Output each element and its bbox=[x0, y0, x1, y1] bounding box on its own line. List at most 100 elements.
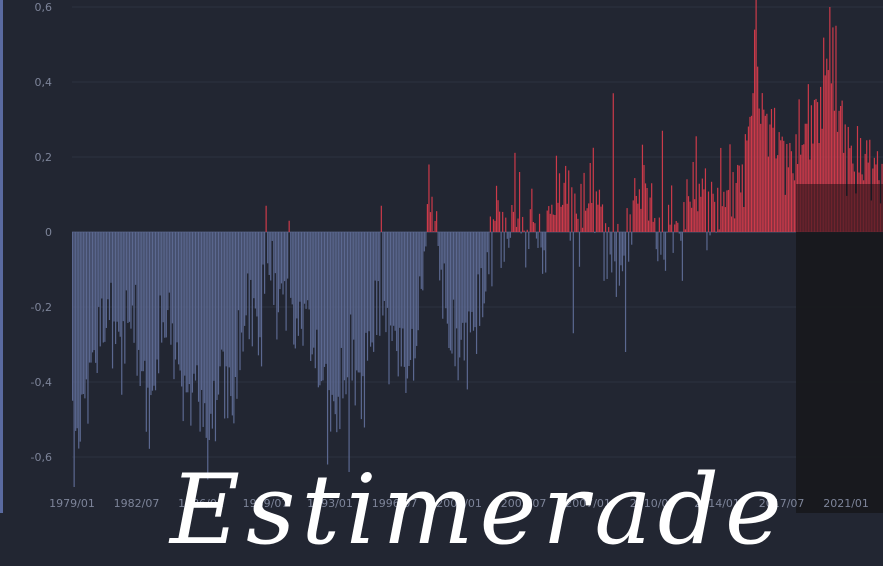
bar bbox=[546, 210, 548, 232]
bar bbox=[585, 210, 587, 232]
bar bbox=[339, 232, 341, 430]
bar bbox=[317, 232, 319, 388]
bar bbox=[727, 189, 730, 232]
bar bbox=[432, 231, 435, 232]
bar bbox=[162, 232, 164, 323]
bar bbox=[403, 232, 405, 367]
bar bbox=[621, 232, 624, 272]
bar bbox=[334, 232, 336, 415]
bar bbox=[207, 232, 209, 480]
bar bbox=[683, 202, 685, 232]
bar bbox=[369, 232, 372, 347]
bar bbox=[657, 232, 659, 262]
bar bbox=[346, 232, 349, 378]
bar bbox=[798, 99, 800, 232]
bar bbox=[133, 232, 135, 343]
bar bbox=[373, 232, 375, 352]
x-tick-label: 2017/07 bbox=[759, 497, 805, 510]
bar bbox=[313, 232, 315, 348]
bar bbox=[721, 206, 723, 232]
bar bbox=[661, 130, 664, 232]
bar bbox=[823, 37, 825, 232]
bar bbox=[569, 232, 571, 241]
bar bbox=[127, 232, 129, 324]
bar bbox=[305, 232, 307, 309]
bar bbox=[518, 172, 521, 232]
bar bbox=[644, 183, 647, 232]
bar bbox=[411, 232, 413, 329]
bar bbox=[552, 214, 554, 232]
x-tick-label: 2003/07 bbox=[501, 497, 547, 510]
bar bbox=[323, 232, 326, 367]
bar bbox=[746, 140, 748, 232]
y-tick-label: 0,2 bbox=[35, 151, 53, 164]
bar bbox=[460, 232, 462, 340]
bar bbox=[687, 196, 690, 232]
bar bbox=[847, 126, 849, 232]
x-tick-label: 1986/01 bbox=[178, 497, 224, 510]
bar bbox=[115, 232, 117, 345]
bar bbox=[663, 232, 665, 260]
bar bbox=[110, 232, 112, 283]
bar bbox=[148, 232, 150, 449]
bar bbox=[502, 211, 504, 232]
bar bbox=[689, 201, 691, 232]
bar bbox=[396, 232, 398, 352]
bar bbox=[282, 232, 284, 295]
bar bbox=[520, 232, 522, 234]
bar bbox=[322, 232, 324, 381]
bar bbox=[631, 232, 633, 245]
bar bbox=[439, 232, 441, 281]
bar bbox=[153, 232, 155, 386]
bar bbox=[726, 190, 728, 232]
bar bbox=[228, 232, 230, 368]
bar bbox=[777, 155, 779, 232]
bar bbox=[311, 232, 313, 355]
bar bbox=[168, 232, 170, 293]
bar bbox=[190, 232, 192, 426]
bar bbox=[710, 181, 713, 232]
bar bbox=[815, 98, 817, 232]
bar bbox=[299, 232, 301, 302]
bar bbox=[234, 232, 237, 378]
bar bbox=[82, 232, 84, 394]
bar bbox=[233, 232, 235, 424]
bar bbox=[826, 58, 828, 232]
bar bbox=[428, 164, 430, 232]
bar bbox=[743, 207, 745, 232]
bar bbox=[285, 232, 287, 331]
bar bbox=[101, 232, 103, 299]
bar bbox=[340, 232, 342, 348]
bar bbox=[240, 232, 243, 333]
bar bbox=[706, 232, 708, 251]
bar bbox=[391, 232, 393, 341]
bar bbox=[257, 232, 260, 356]
bar bbox=[531, 188, 533, 232]
bar bbox=[151, 232, 154, 391]
bar bbox=[707, 191, 710, 232]
bar bbox=[242, 232, 244, 352]
bar bbox=[188, 232, 190, 385]
bar bbox=[79, 232, 81, 442]
bar bbox=[208, 232, 210, 441]
bar bbox=[382, 232, 384, 316]
bar bbox=[131, 232, 134, 306]
bar bbox=[425, 232, 427, 247]
bar bbox=[84, 232, 86, 399]
bar bbox=[150, 232, 152, 396]
bar bbox=[540, 232, 542, 248]
bar bbox=[316, 232, 318, 330]
bar bbox=[291, 232, 293, 305]
bar bbox=[93, 232, 95, 351]
bar bbox=[199, 232, 201, 432]
bar bbox=[290, 232, 292, 298]
bar bbox=[141, 232, 143, 372]
bar bbox=[191, 232, 194, 393]
bar bbox=[388, 232, 390, 385]
bar bbox=[503, 232, 505, 262]
bar bbox=[420, 232, 422, 289]
bar bbox=[314, 232, 316, 369]
bar bbox=[758, 108, 760, 232]
bar bbox=[96, 232, 98, 373]
bar bbox=[638, 189, 640, 232]
